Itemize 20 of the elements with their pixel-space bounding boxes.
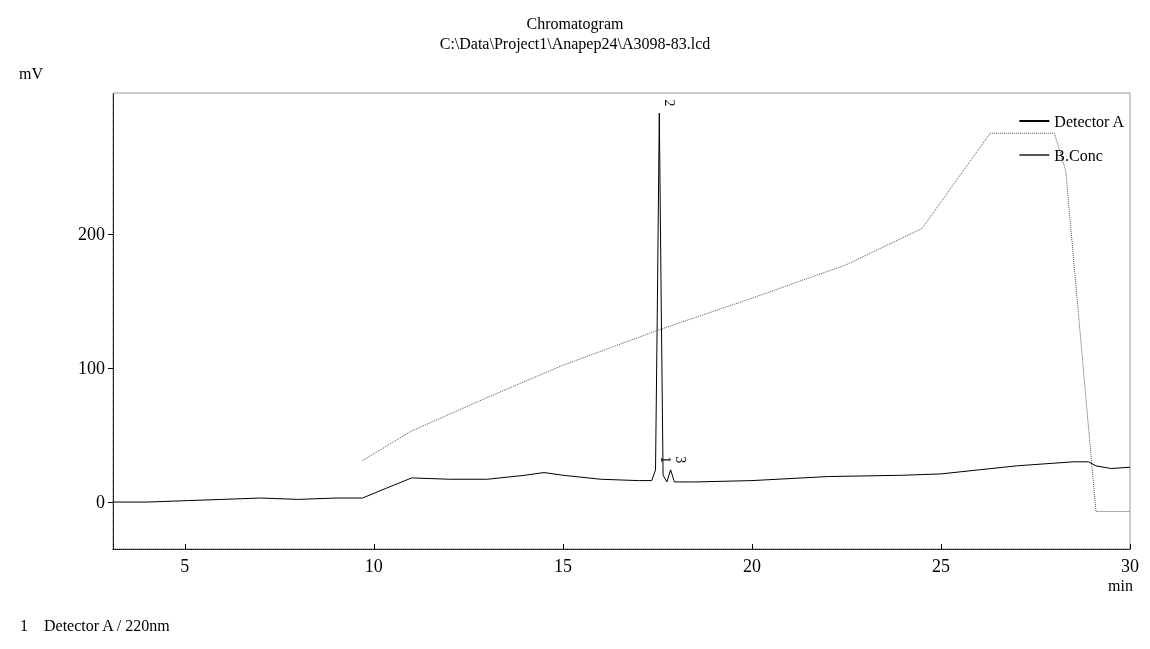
annotation: 3	[673, 456, 689, 464]
x-tick-label: 5	[180, 556, 190, 576]
chart-subtitle: C:\Data\Project1\Anapep24\A3098-83.lcd	[439, 34, 711, 53]
x-tick-label: 15	[553, 556, 572, 576]
y-axis-title: mV	[19, 64, 44, 82]
x-tick-label: 10	[364, 556, 383, 576]
y-tick-label: 0	[96, 492, 105, 513]
annotation: 1	[658, 456, 674, 464]
legend-label: Detector A	[1054, 112, 1125, 130]
y-tick-label: 200	[78, 223, 105, 244]
y-tick-label: 100	[78, 357, 105, 378]
x-tick-label: 20	[742, 556, 761, 576]
text: 1 Detector A / 220nm	[20, 616, 171, 634]
chart-title: Chromatogram	[526, 14, 624, 33]
annotation: 2	[661, 99, 677, 107]
line-series	[362, 132, 1131, 512]
x-tick-label: 25	[931, 556, 950, 576]
x-axis-title: min	[1108, 576, 1133, 594]
x-tick-label: 30	[1121, 556, 1139, 576]
legend-label: B.Conc	[1054, 146, 1103, 164]
